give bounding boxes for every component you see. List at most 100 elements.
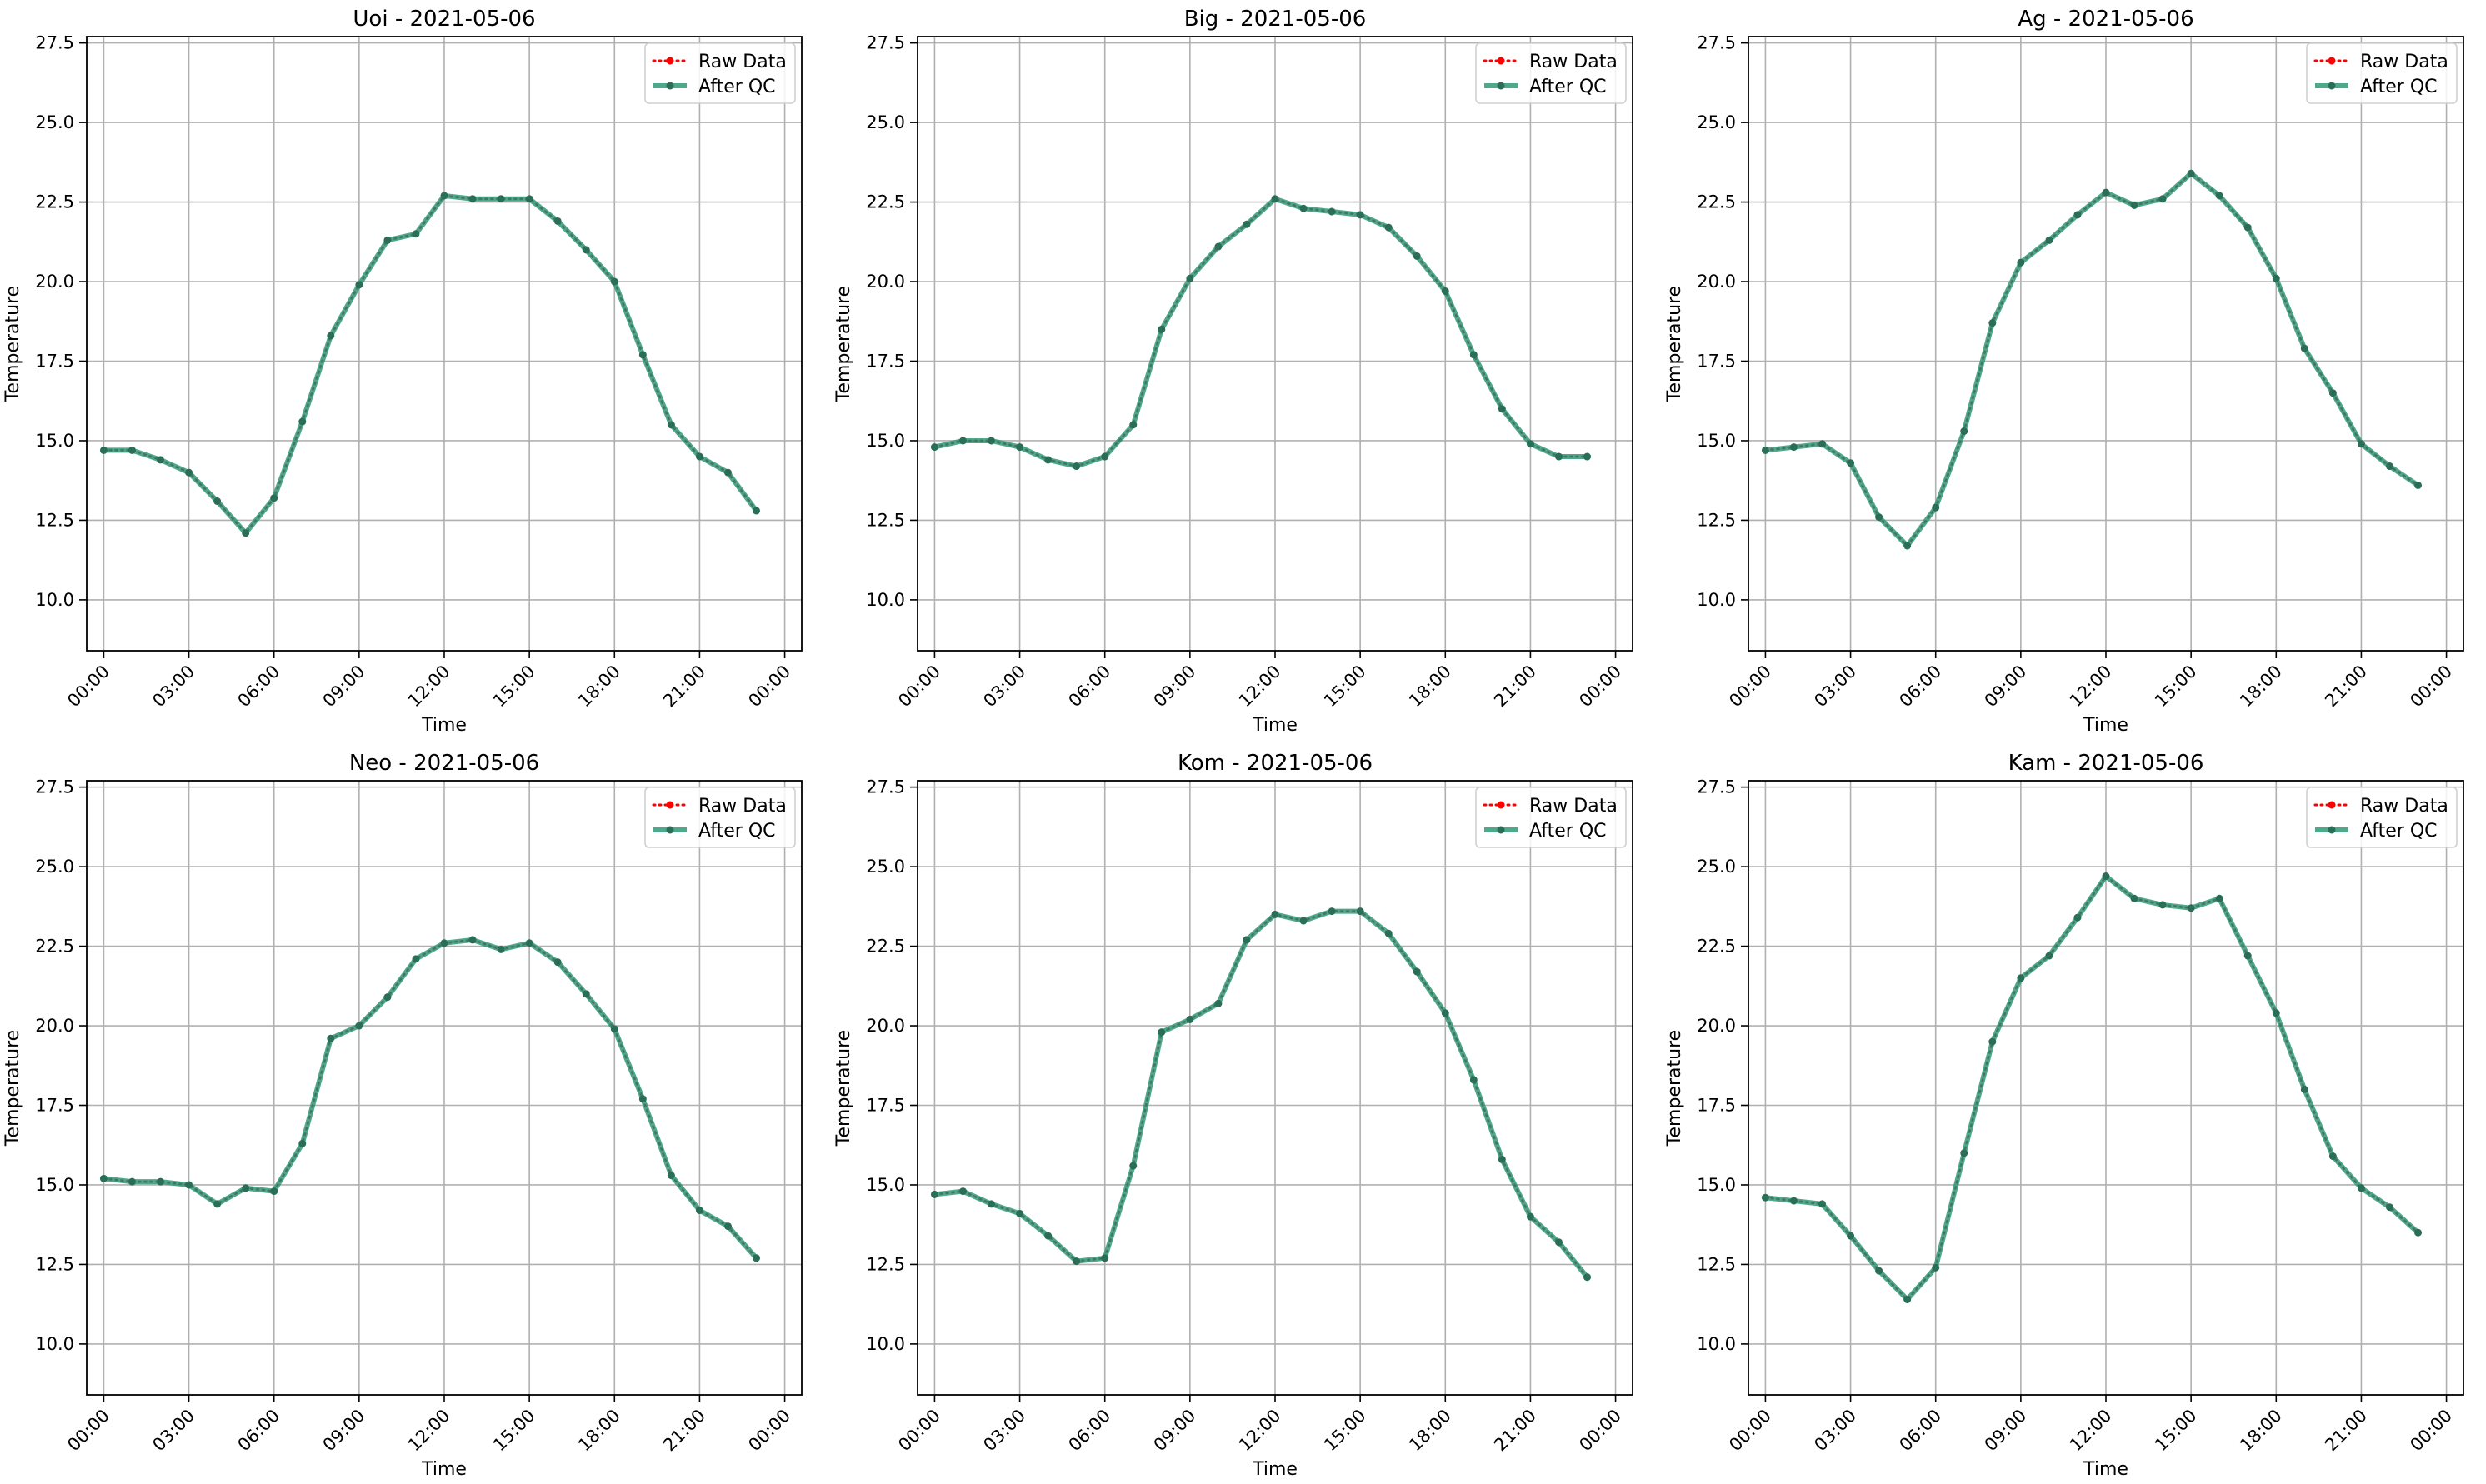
x-tick-label: 21:00 — [659, 1406, 709, 1456]
legend: Raw Data After QC — [644, 787, 796, 848]
after-qc-data-point — [327, 1034, 335, 1042]
legend-qc-label: After QC — [698, 77, 776, 97]
after-qc-data-point — [213, 1200, 222, 1208]
y-tick-label: 25.0 — [35, 857, 74, 877]
y-tick-label: 15.0 — [866, 1175, 905, 1195]
x-axis-label: Time — [2083, 1459, 2128, 1480]
subplot-title: Neo - 2021-05-06 — [349, 751, 539, 776]
series-overlap-line — [1765, 172, 2419, 547]
x-tick-label: 21:00 — [1490, 1406, 1540, 1456]
after-qc-data-point — [2187, 169, 2195, 177]
grid — [1748, 781, 2463, 1395]
y-tick-label: 22.5 — [866, 937, 905, 957]
after-qc-data-point — [468, 195, 477, 203]
x-tick-label: 18:00 — [574, 1406, 624, 1456]
axes-frame — [917, 780, 1633, 1396]
after-qc-data-point — [270, 1187, 278, 1196]
series-raw-data-line — [102, 938, 758, 1260]
after-qc-data-point — [988, 437, 996, 445]
after-qc-data-point — [1526, 440, 1534, 448]
after-qc-data-point — [753, 507, 761, 515]
x-tick-label: 00:00 — [1725, 662, 1775, 712]
after-qc-data-point — [1073, 1257, 1081, 1266]
after-qc-data-point — [2272, 1009, 2280, 1017]
y-tick-label: 20.0 — [866, 272, 905, 292]
after-qc-data-point — [128, 446, 136, 454]
y-tick-label: 17.5 — [866, 1096, 905, 1116]
after-qc-data-point — [2158, 195, 2167, 203]
y-tick-label: 10.0 — [1697, 1334, 1736, 1354]
after-qc-data-point — [157, 456, 165, 464]
after-qc-data-point — [497, 195, 505, 203]
y-tick-label: 15.0 — [35, 1175, 74, 1195]
subplot-3: Ag - 2021-05-06 00:00 03:00 06:00 09:00 12:00… — [1664, 7, 2464, 736]
plot-area — [1761, 872, 2423, 1303]
x-tick-label: 15:00 — [1320, 1406, 1370, 1456]
x-tick-label: 12:00 — [1235, 1406, 1285, 1456]
after-qc-data-point — [2357, 440, 2365, 448]
after-qc-data-point — [2102, 872, 2110, 881]
after-qc-data-point — [525, 939, 533, 947]
subplot-6: Kam - 2021-05-06 00:00 03:00 06:00 09:00 12:0… — [1664, 751, 2464, 1480]
after-qc-data-point — [1186, 1015, 1194, 1023]
series-overlap-line — [934, 197, 1588, 467]
after-qc-data-point — [2272, 274, 2280, 282]
after-qc-data-point — [412, 230, 420, 238]
legend: Raw Data After QC — [644, 42, 796, 104]
after-qc-data-point — [1158, 325, 1166, 333]
after-qc-data-point — [2357, 1184, 2365, 1192]
after-qc-data-point — [1384, 929, 1393, 937]
subplot-5: Kom - 2021-05-06 00:00 03:00 06:00 09:00 12:0… — [833, 751, 1633, 1480]
x-tick-label: 18:00 — [1405, 662, 1455, 712]
legend: Raw Data After QC — [1475, 42, 1627, 104]
x-tick-label: 21:00 — [2321, 1406, 2371, 1456]
x-tick-label: 21:00 — [1490, 662, 1540, 712]
y-tick-label: 20.0 — [35, 272, 74, 292]
y-tick-label: 25.0 — [866, 857, 905, 877]
legend-raw-marker — [2328, 57, 2336, 65]
x-tick-label: 12:00 — [2066, 1406, 2116, 1456]
legend-raw-marker — [666, 801, 674, 809]
y-tick-label: 25.0 — [35, 112, 74, 132]
axes-frame — [86, 780, 803, 1396]
after-qc-data-point — [1356, 907, 1364, 916]
after-qc-data-point — [2215, 192, 2223, 200]
y-tick-label: 17.5 — [866, 352, 905, 372]
legend: Raw Data After QC — [2306, 42, 2458, 104]
after-qc-data-point — [958, 1187, 967, 1196]
x-tick-label: 00:00 — [744, 1406, 794, 1456]
legend-qc-label: After QC — [1529, 821, 1607, 842]
y-tick-label: 17.5 — [1697, 352, 1736, 372]
after-qc-data-point — [1818, 440, 1827, 448]
after-qc-data-point — [1932, 1263, 1940, 1272]
x-tick-label: 21:00 — [659, 662, 709, 712]
after-qc-data-point — [2187, 904, 2195, 912]
after-qc-data-point — [2073, 913, 2082, 922]
series-overlap-line — [934, 910, 1588, 1278]
after-qc-data-point — [2328, 389, 2337, 397]
legend: Raw Data After QC — [1475, 787, 1627, 848]
x-tick-label: 03:00 — [1810, 1406, 1860, 1456]
y-tick-label: 15.0 — [1697, 1175, 1736, 1195]
after-qc-data-point — [2385, 1203, 2393, 1212]
y-tick-label: 12.5 — [866, 1254, 905, 1274]
subplot-title: Ag - 2021-05-06 — [2018, 7, 2193, 32]
subplot-title: Kom - 2021-05-06 — [1178, 751, 1373, 776]
x-tick-label: 03:00 — [148, 662, 198, 712]
after-qc-data-point — [1186, 274, 1194, 282]
series-after-qc-line — [1765, 873, 2420, 1302]
y-tick-label: 20.0 — [35, 1016, 74, 1036]
legend-qc-label: After QC — [2360, 821, 2438, 842]
after-qc-data-point — [582, 990, 590, 998]
y-tick-label: 12.5 — [1697, 1254, 1736, 1274]
legend: Raw Data After QC — [2306, 787, 2458, 848]
after-qc-data-point — [610, 277, 618, 286]
series-after-qc-line — [103, 192, 758, 536]
x-tick-label: 06:00 — [233, 662, 283, 712]
after-qc-data-point — [2385, 462, 2393, 471]
y-tick-label: 12.5 — [866, 510, 905, 530]
after-qc-data-point — [1583, 1273, 1592, 1282]
x-tick-label: 09:00 — [1150, 1406, 1200, 1456]
after-qc-data-point — [1469, 351, 1478, 359]
axes-frame — [1748, 36, 2464, 652]
